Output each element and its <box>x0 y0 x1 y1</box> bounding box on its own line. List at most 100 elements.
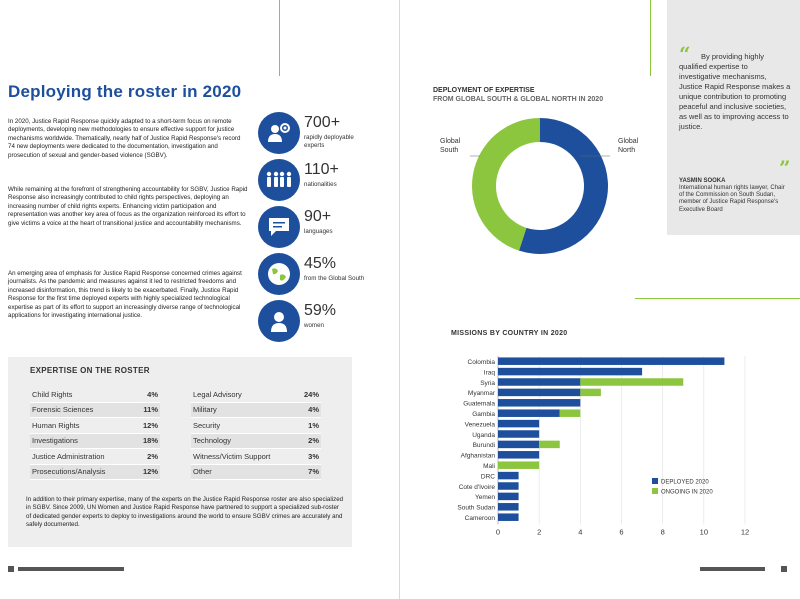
quote-box: “ By providing highly qualified expertis… <box>667 0 800 235</box>
expertise-name: Human Rights <box>32 420 80 430</box>
paragraph-1: In 2020, Justice Rapid Response quickly … <box>8 118 241 159</box>
expertise-box: EXPERTISE ON THE ROSTER Child Rights 4% F… <box>8 357 352 547</box>
expertise-row: Military 4% <box>191 402 321 418</box>
expertise-name: Military <box>193 405 217 415</box>
bar-ongoing <box>580 388 601 397</box>
stat-value: 700+ <box>304 114 341 131</box>
donut-chart <box>470 118 610 254</box>
expertise-pct: 4% <box>308 405 319 415</box>
donut-label-south: Global South <box>440 138 461 154</box>
expertise-pct: 3% <box>308 451 319 461</box>
stat-women: 59% women <box>258 300 398 346</box>
x-tick-label: 10 <box>700 527 708 536</box>
expertise-title: EXPERTISE ON THE ROSTER <box>30 366 150 375</box>
x-tick-label: 0 <box>496 527 500 536</box>
stat-value: 45% <box>304 255 337 272</box>
bar-deployed <box>498 357 725 365</box>
expertise-pct: 2% <box>308 436 319 446</box>
quote-body: By providing highly qualified expertise … <box>679 52 791 131</box>
expertise-row: Prosecutions/Analysis 12% <box>30 464 160 480</box>
category-label: Mali <box>483 463 495 470</box>
bar-ongoing <box>580 378 684 386</box>
category-label: Uganda <box>472 432 495 439</box>
footer-bar <box>700 567 765 571</box>
expertise-column-left: Child Rights 4% Forensic Sciences 11% Huma… <box>30 387 160 480</box>
expertise-name: Prosecutions/Analysis <box>32 467 106 477</box>
bar-ongoing <box>539 440 560 449</box>
x-tick-label: 12 <box>741 527 749 536</box>
bar-deployed <box>498 513 519 521</box>
stat-label: nationalities <box>304 181 337 188</box>
category-label: Burundi <box>473 442 495 449</box>
expertise-pct: 2% <box>147 451 158 461</box>
expertise-row: Human Rights 12% <box>30 418 160 434</box>
x-tick-label: 8 <box>661 527 665 536</box>
bar-deployed <box>498 399 581 407</box>
legend-label: ONGOING IN 2020 <box>661 490 713 496</box>
right-page: “ By providing highly qualified expertis… <box>400 0 800 599</box>
stat-value: 90+ <box>304 208 332 225</box>
green-accent-line <box>279 0 280 76</box>
people-gear-icon <box>258 112 300 154</box>
expertise-name: Legal Advisory <box>193 389 242 399</box>
category-label: Cameroon <box>465 515 496 522</box>
stat-languages: 90+ languages <box>258 206 398 252</box>
green-divider <box>635 298 800 299</box>
bar-deployed <box>498 492 519 501</box>
category-label: Venezuela <box>465 421 496 428</box>
expertise-name: Child Rights <box>32 389 73 399</box>
stat-value: 110+ <box>304 161 339 178</box>
category-label: Yemen <box>475 494 495 501</box>
bar-deployed <box>498 440 540 449</box>
category-label: Cote d'Ivoire <box>459 484 496 491</box>
donut-title-line-1: DEPLOYMENT OF EXPERTISE <box>433 87 535 94</box>
bar-ongoing <box>559 409 581 417</box>
footer-marker <box>8 566 14 572</box>
expertise-row: Child Rights 4% <box>30 387 160 403</box>
stat-experts: 700+ rapidly deployable experts <box>258 112 398 158</box>
x-tick-label: 6 <box>619 527 623 536</box>
green-accent-line <box>650 0 651 76</box>
quote-text: By providing highly qualified expertise … <box>679 52 791 132</box>
quote-author: YASMIN SOOKA <box>679 178 726 184</box>
stat-global-south: 45% from the Global South <box>258 253 398 299</box>
quote-author-role: International human rights lawyer, Chair… <box>679 185 785 213</box>
donut-label-north: Global North <box>618 138 639 154</box>
x-tick-label: 2 <box>537 527 541 536</box>
donut-slice-global-north <box>518 118 608 254</box>
category-label: Syria <box>480 380 495 387</box>
stat-value: 59% <box>304 302 337 319</box>
donut-title-line-2: FROM GLOBAL SOUTH & GLOBAL NORTH IN 2020 <box>433 96 604 103</box>
expertise-row: Security 1% <box>191 418 321 434</box>
bar-deployed <box>498 503 519 511</box>
x-tick-label: 4 <box>578 527 582 536</box>
expertise-pct: 1% <box>308 420 319 430</box>
category-label: Afghanistan <box>461 453 496 460</box>
expertise-column-right: Legal Advisory 24% Military 4% Security 1% … <box>191 387 321 480</box>
expertise-row: Justice Administration 2% <box>30 449 160 465</box>
woman-icon <box>258 300 300 342</box>
close-quote-icon: ” <box>779 156 791 180</box>
expertise-name: Investigations <box>32 436 78 446</box>
footer-marker <box>781 566 787 572</box>
open-quote-icon: “ <box>679 42 691 66</box>
expertise-row: Technology 2% <box>191 433 321 449</box>
bar-ongoing <box>498 461 540 469</box>
footer-bar <box>18 567 124 571</box>
expertise-pct: 4% <box>147 389 158 399</box>
bar-deployed <box>498 430 540 438</box>
expertise-pct: 12% <box>142 420 158 430</box>
paragraph-2: While remaining at the forefront of stre… <box>8 186 248 227</box>
category-label: Guatemala <box>463 401 495 408</box>
stat-label: women <box>304 322 324 329</box>
globe-icon <box>258 253 300 295</box>
bar-chart: 0 2 4 6 8 10 12 Colombia Iraq Syria Myanmar Guatema… <box>457 356 749 536</box>
bar-chart-title: MISSIONS BY COUNTRY IN 2020 <box>451 330 568 337</box>
legend-label: DEPLOYED 2020 <box>661 480 709 486</box>
expertise-row: Investigations 18% <box>30 433 160 449</box>
expertise-name: Forensic Sciences <box>32 405 94 415</box>
expertise-pct: 7% <box>308 467 319 477</box>
category-label: Colombia <box>468 359 496 366</box>
bar-deployed <box>498 471 519 480</box>
bar-deployed <box>498 451 540 459</box>
